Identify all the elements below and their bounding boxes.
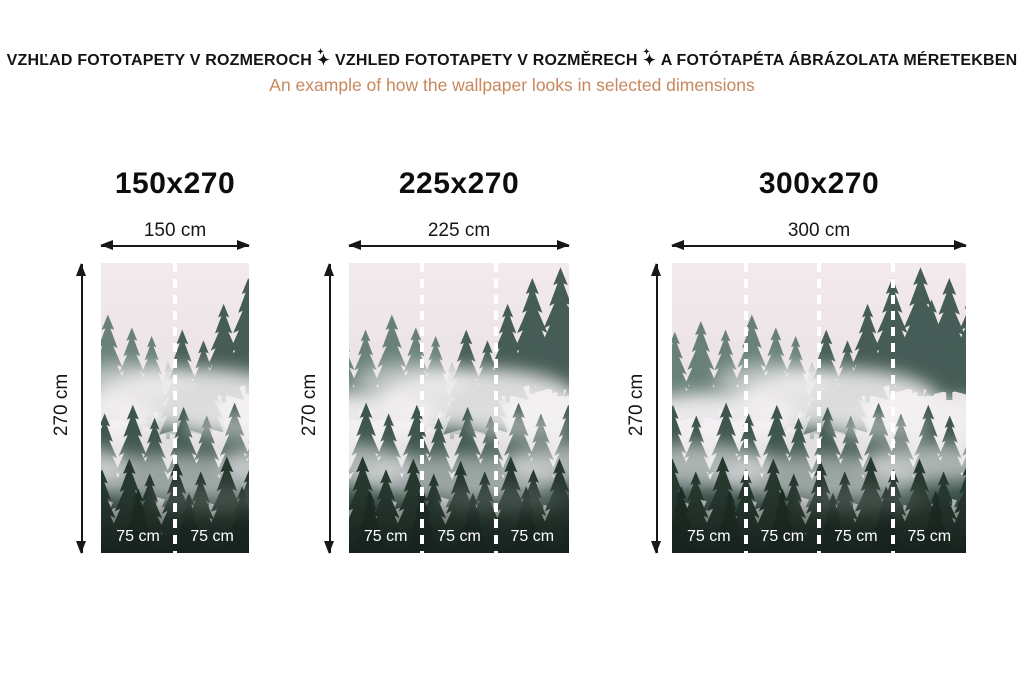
wallpaper-preview: 75 cm 75 cm: [101, 263, 249, 553]
header-title-sk: VZHĽAD FOTOTAPETY V ROZMEROCH: [6, 51, 312, 69]
panel-title: 150x270: [114, 167, 236, 200]
strip-width-label: 75 cm: [116, 528, 160, 545]
height-arrow: [76, 263, 86, 554]
foggy-forest-photo: [349, 263, 569, 553]
width-arrow: [348, 240, 570, 250]
panel-title: 300x270: [758, 167, 880, 200]
height-dimension-label: 270 cm: [299, 373, 320, 437]
panel-title: 225x270: [398, 167, 520, 200]
strip-width-label: 75 cm: [363, 528, 408, 545]
strip-width-label: 75 cm: [190, 528, 234, 545]
strip-width-label: 75 cm: [907, 528, 952, 545]
strip-width-label: 75 cm: [510, 528, 555, 545]
height-arrow: [651, 263, 661, 554]
width-arrow: [100, 240, 250, 250]
header-subtitle: An example of how the wallpaper looks in…: [269, 75, 755, 95]
width-arrow: [671, 240, 967, 250]
seam-dashed-line: [493, 263, 498, 553]
seam-dashed-line: [817, 263, 821, 553]
width-dimension-label: 300 cm: [787, 220, 851, 241]
sparkle-icon: [317, 48, 330, 66]
header-title-hu: A FOTÓTAPÉTA ÁBRÁZOLATA MÉRETEKBEN: [660, 51, 1018, 69]
strip-width-label: 75 cm: [760, 528, 805, 545]
width-dimension-label: 225 cm: [427, 220, 491, 241]
wallpaper-preview: 75 cm 75 cm 75 cm: [349, 263, 569, 553]
header-title-cz: VZHLED FOTOTAPETY V ROZMĚRECH: [334, 51, 638, 69]
height-dimension-label: 270 cm: [626, 373, 647, 437]
strip-width-label: 75 cm: [686, 528, 731, 545]
height-arrow: [324, 263, 334, 554]
strip-labels: 75 cm 75 cm 75 cm: [349, 528, 569, 546]
header: VZHĽAD FOTOTAPETY V ROZMEROCH VZHLED FOT…: [0, 48, 1024, 96]
strip-labels: 75 cm 75 cm: [101, 528, 249, 546]
seam-dashed-line: [420, 263, 425, 553]
header-title: VZHĽAD FOTOTAPETY V ROZMEROCH VZHLED FOT…: [0, 48, 1024, 70]
strip-width-label: 75 cm: [833, 528, 878, 545]
width-dimension-label: 150 cm: [143, 220, 207, 241]
strip-width-label: 75 cm: [437, 528, 481, 545]
height-dimension-label: 270 cm: [51, 373, 72, 437]
wallpaper-preview: 75 cm 75 cm 75 cm 75 cm: [672, 263, 966, 553]
strip-labels: 75 cm 75 cm 75 cm 75 cm: [672, 528, 966, 546]
sparkle-icon: [642, 48, 656, 66]
seam-dashed-line: [173, 263, 177, 553]
seam-dashed-line: [890, 263, 895, 553]
seam-dashed-line: [743, 263, 748, 553]
